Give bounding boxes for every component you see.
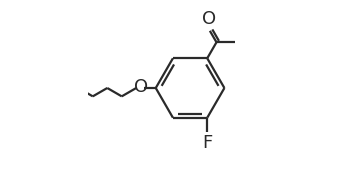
Text: O: O: [202, 10, 216, 28]
Text: O: O: [134, 78, 148, 96]
Text: F: F: [202, 134, 212, 152]
